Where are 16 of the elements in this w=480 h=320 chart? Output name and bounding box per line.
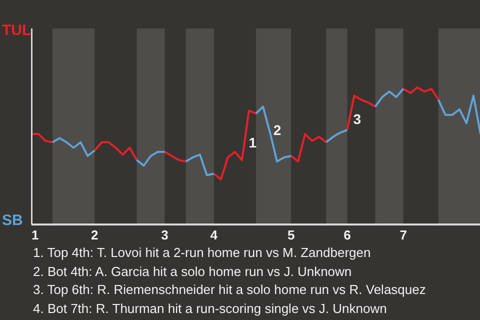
text: 2. Bot 4th: A. Garcia hit a solo home run vs J. Unknown — [33, 262, 353, 280]
x-tick-label: 7 — [400, 228, 407, 242]
x-tick-label: 1 — [32, 228, 39, 242]
annotation: 1 — [248, 134, 257, 150]
x-tick-label: 6 — [344, 228, 351, 242]
x-tick-label: 3 — [161, 228, 168, 242]
x-tick-label: 5 — [287, 228, 295, 242]
text: 1. Top 4th: T. Lovoi hit a 2-run home run vs M. Zandbergen — [33, 244, 372, 262]
annotation: 2 — [273, 122, 282, 138]
text: TUL — [2, 21, 32, 41]
text: SB — [2, 211, 23, 231]
x-tick-label: 2 — [91, 228, 98, 242]
x-tick-label: 4 — [210, 228, 218, 242]
text: 4. Bot 7th: R. Thurman hit a run-scoring single vs J. Unknown — [33, 300, 388, 318]
annotation: 3 — [353, 110, 362, 127]
text: 3. Top 6th: R. Riemenschneider hit a solo home run vs R. Velasquez — [33, 281, 426, 299]
